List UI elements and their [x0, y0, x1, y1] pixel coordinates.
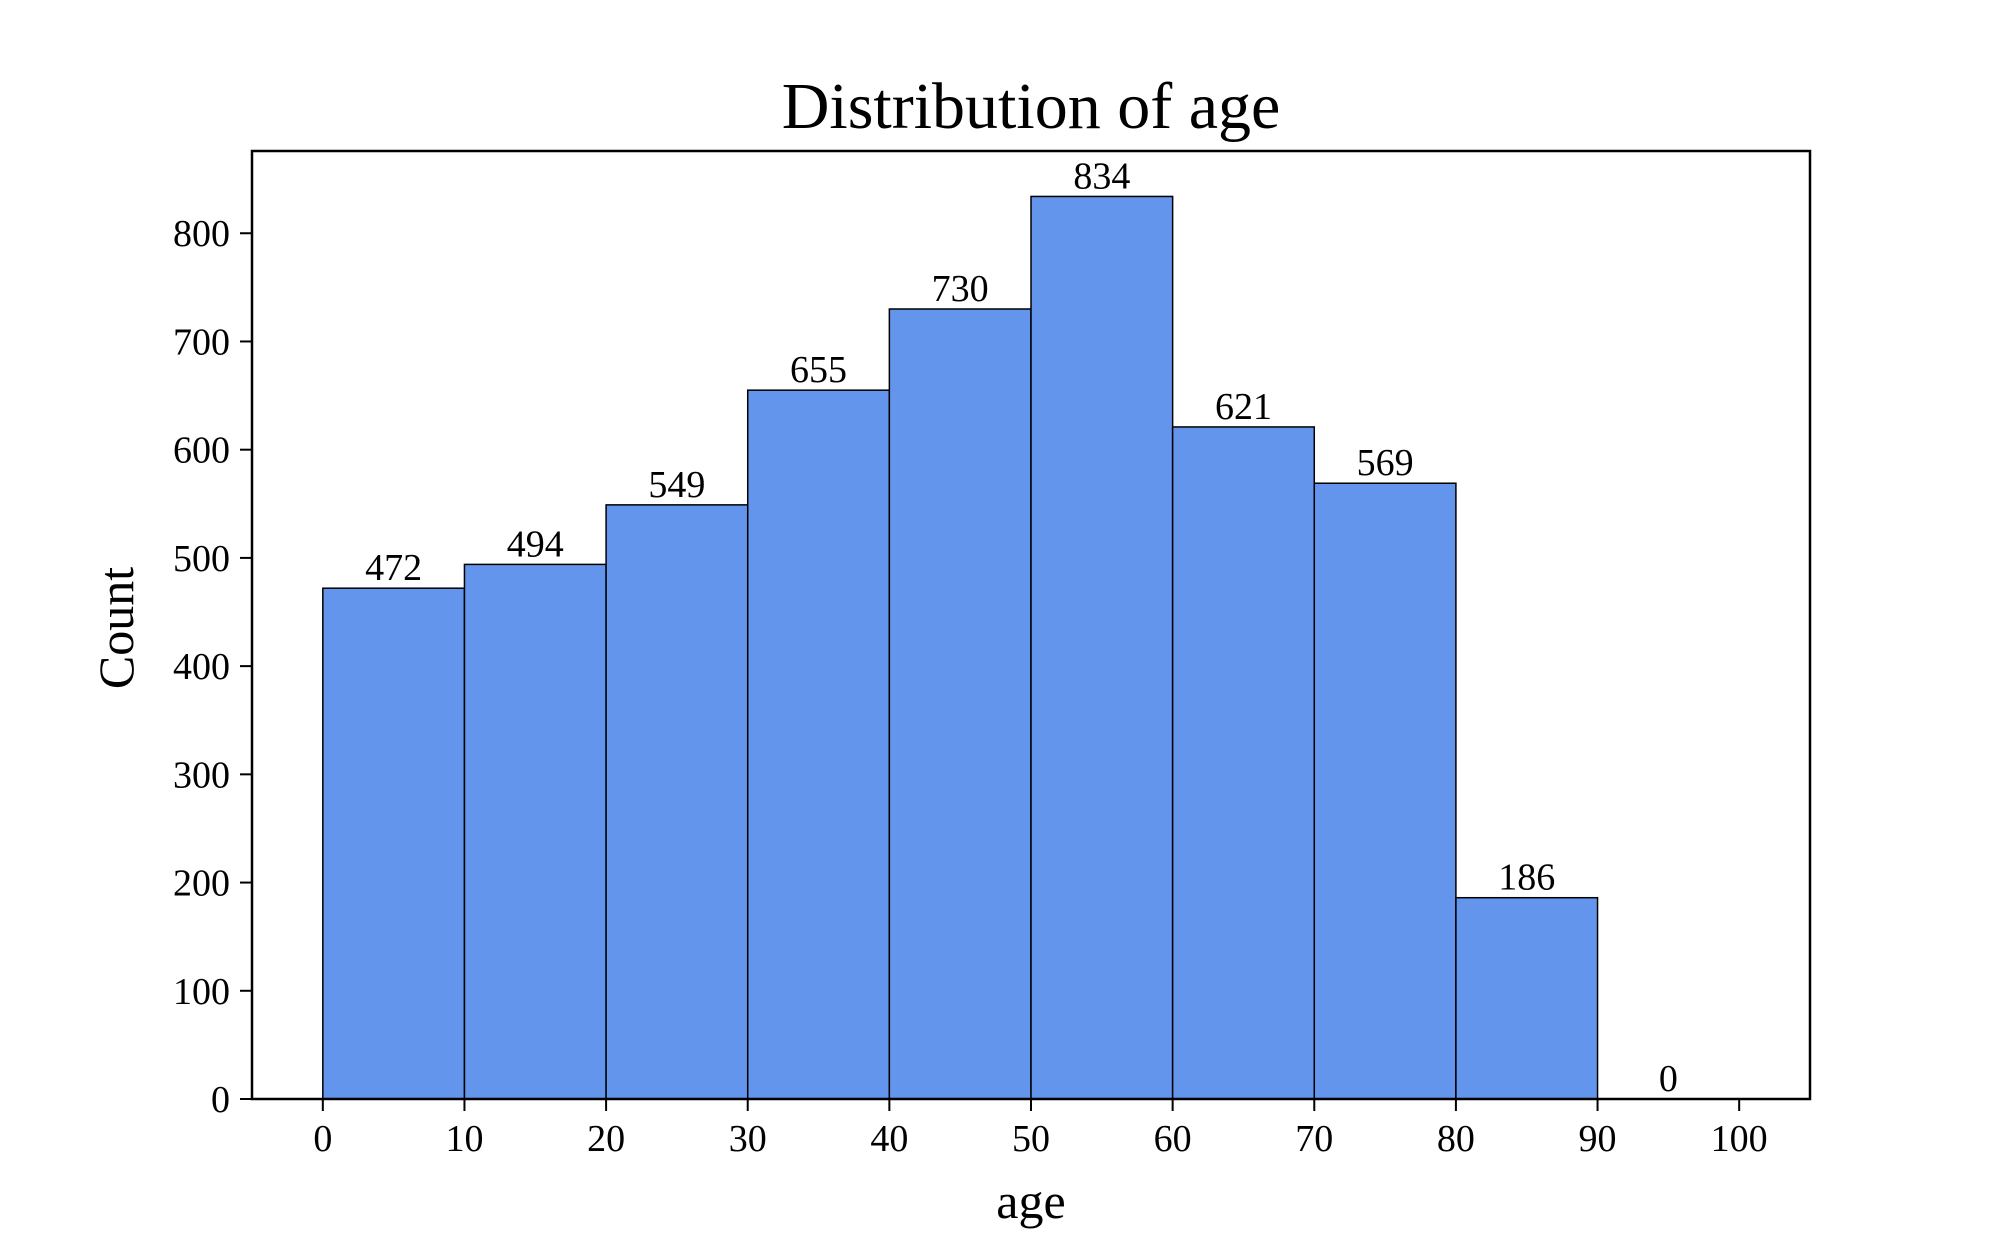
y-tick-label-8: 800 [173, 213, 230, 255]
bar-value-label-8: 186 [1498, 857, 1555, 899]
x-tick-label-2: 20 [587, 1118, 625, 1160]
bar-value-label-7: 569 [1357, 442, 1414, 484]
bar-value-label-5: 834 [1073, 155, 1130, 197]
y-tick-label-7: 700 [173, 321, 230, 363]
x-tick-label-10: 100 [1711, 1118, 1768, 1160]
bar-2 [605, 504, 749, 1100]
x-tick-label-1: 10 [445, 1118, 483, 1160]
x-tick-label-8: 80 [1437, 1118, 1475, 1160]
bar-value-label-0: 472 [365, 547, 422, 589]
x-axis-ticks: 0 10 20 30 40 50 60 70 80 90 100 [313, 1099, 1768, 1160]
chart-title: Distribution of age [782, 70, 1281, 143]
x-axis-label: age [996, 1173, 1065, 1229]
bars-group [322, 195, 1599, 1100]
bar-5 [1030, 195, 1174, 1100]
bar-4 [888, 308, 1032, 1100]
y-tick-label-6: 600 [173, 430, 230, 472]
bar-value-label-4: 730 [932, 268, 989, 310]
x-tick-label-3: 30 [729, 1118, 767, 1160]
y-tick-label-4: 400 [173, 646, 230, 688]
x-tick-label-5: 50 [1012, 1118, 1050, 1160]
x-tick-label-4: 40 [870, 1118, 908, 1160]
bar-value-label-2: 549 [648, 464, 705, 506]
bar-1 [463, 563, 607, 1100]
x-tick-label-0: 0 [313, 1118, 332, 1160]
bar-8 [1455, 896, 1599, 1100]
y-tick-label-2: 200 [173, 863, 230, 905]
bar-7 [1313, 482, 1457, 1100]
bar-value-label-3: 655 [790, 349, 847, 391]
bar-value-label-6: 621 [1215, 386, 1272, 428]
bar-value-label-1: 494 [507, 523, 564, 565]
bar-value-label-9: 0 [1659, 1058, 1678, 1100]
x-tick-label-9: 90 [1579, 1118, 1617, 1160]
y-tick-label-1: 100 [173, 971, 230, 1013]
y-tick-label-5: 500 [173, 538, 230, 580]
y-tick-label-0: 0 [211, 1079, 230, 1121]
x-tick-label-7: 70 [1295, 1118, 1333, 1160]
bar-labels-group: 472 494 549 655 730 834 621 569 186 0 [365, 155, 1678, 1100]
bar-6 [1171, 426, 1316, 1100]
bar-0 [322, 587, 466, 1100]
x-tick-label-6: 60 [1154, 1118, 1192, 1160]
y-axis-label: Count [88, 567, 144, 689]
y-tick-label-3: 300 [173, 754, 230, 796]
bar-3 [746, 389, 891, 1100]
y-axis-ticks: 0 100 200 300 400 500 600 700 800 [173, 213, 252, 1121]
